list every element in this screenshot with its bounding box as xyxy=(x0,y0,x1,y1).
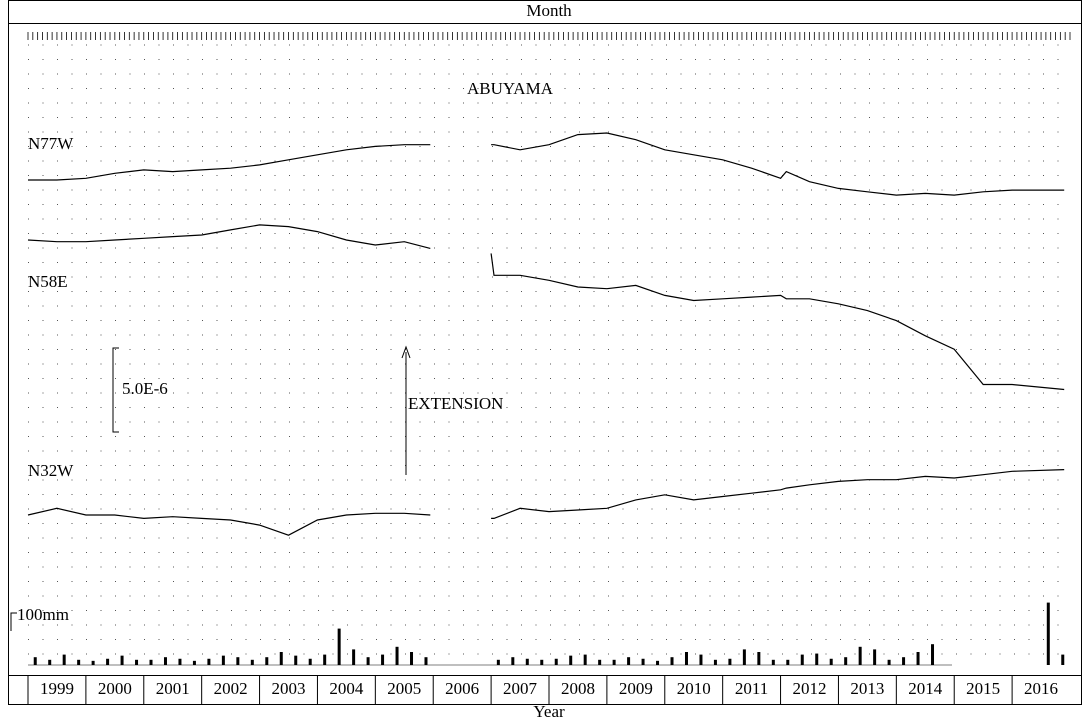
rain-bar xyxy=(728,658,732,665)
rain-bar xyxy=(627,657,631,665)
rain-bar xyxy=(178,658,182,665)
rain-bar xyxy=(48,659,52,665)
x-tick-label: 2016 xyxy=(1024,679,1058,698)
rain-bar xyxy=(424,657,428,665)
chart-title: ABUYAMA xyxy=(467,79,554,98)
rain-bar xyxy=(525,658,529,665)
rain-scale-label: 100mm xyxy=(17,605,69,624)
x-tick-label: 2013 xyxy=(850,679,884,698)
rain-bar xyxy=(323,654,327,665)
x-tick-label: 2006 xyxy=(445,679,479,698)
rain-bar xyxy=(656,660,660,665)
rain-bar xyxy=(106,658,110,665)
rain-bar xyxy=(496,659,500,665)
x-tick-label: 2015 xyxy=(966,679,1000,698)
rain-bar xyxy=(1061,654,1065,665)
rain-bar xyxy=(395,646,399,665)
rain-bar xyxy=(873,649,877,665)
rain-bar xyxy=(844,657,848,665)
annotation: EXTENSION xyxy=(408,394,503,413)
x-tick-label: 2008 xyxy=(561,679,595,698)
x-tick-label: 1999 xyxy=(40,679,74,698)
dot-grid xyxy=(28,40,1070,658)
frame xyxy=(8,0,1082,705)
rain-bar xyxy=(858,646,862,665)
x-tick-label: 2010 xyxy=(677,679,711,698)
scale-bar xyxy=(112,347,119,433)
x-tick-label: 2003 xyxy=(272,679,306,698)
rain-bar xyxy=(786,659,790,665)
rain-bar xyxy=(670,657,674,665)
rain-bar xyxy=(91,660,95,665)
x-tick-label: 2014 xyxy=(908,679,943,698)
rain-bar xyxy=(684,652,688,665)
rain-bar xyxy=(62,654,66,665)
x-tick-label: 2004 xyxy=(329,679,364,698)
rain-bar xyxy=(742,649,746,665)
rain-bar xyxy=(366,657,370,665)
rain-bar xyxy=(540,659,544,665)
strain-line xyxy=(27,469,1065,536)
rain-bar xyxy=(598,659,602,665)
strain-line xyxy=(28,132,1065,196)
x-tick-label: 2002 xyxy=(214,679,248,698)
rain-bar xyxy=(294,655,298,665)
rain-bar xyxy=(163,657,167,665)
rain-bar xyxy=(569,655,573,665)
rain-bar xyxy=(829,658,833,665)
x-label: Year xyxy=(533,702,565,721)
rain-bar xyxy=(713,659,717,665)
rain-bar xyxy=(120,655,124,665)
rain-bar xyxy=(511,657,515,665)
strain-line xyxy=(27,224,1065,391)
x-tick-label: 2001 xyxy=(156,679,190,698)
rain-bar xyxy=(221,655,225,665)
x-tick-label: 2000 xyxy=(98,679,132,698)
rain-bar xyxy=(265,657,269,665)
rain-bar xyxy=(887,659,891,665)
rain-bar xyxy=(757,652,761,665)
rain-bar xyxy=(902,657,906,665)
rain-bar xyxy=(308,658,312,665)
series-label: N77W xyxy=(28,134,74,153)
rain-bar xyxy=(192,660,196,665)
rain-bar xyxy=(337,628,341,665)
rain-bar xyxy=(381,654,385,665)
rain-bar xyxy=(135,659,139,665)
x-tick-label: 2007 xyxy=(503,679,538,698)
x-tick-label: 2005 xyxy=(387,679,421,698)
rain-bar xyxy=(279,652,283,665)
rain-bar xyxy=(583,654,587,665)
rain-bar xyxy=(236,657,240,665)
series-label: N32W xyxy=(28,461,74,480)
x-tick-label: 2009 xyxy=(619,679,653,698)
rain-bar xyxy=(800,654,804,665)
rain-bar xyxy=(33,657,37,665)
rain-bar xyxy=(931,644,935,665)
rain-bar xyxy=(207,658,211,665)
rain-bar xyxy=(149,659,153,665)
rain-bar xyxy=(771,659,775,665)
rain-bar xyxy=(410,652,414,665)
arrow-head xyxy=(401,345,411,359)
rain-bar xyxy=(612,659,616,665)
x-tick-label: 2011 xyxy=(735,679,768,698)
rain-bar xyxy=(77,659,81,665)
x-tick-label: 2012 xyxy=(793,679,827,698)
rain-bar xyxy=(250,659,254,665)
rain-bar xyxy=(916,652,920,665)
rain-bar xyxy=(815,653,819,665)
rain-bar xyxy=(1046,602,1050,665)
top-label: Month xyxy=(526,1,572,20)
series-label: N58E xyxy=(28,272,68,291)
rain-bar xyxy=(641,658,645,665)
rain-scale xyxy=(10,612,17,631)
rain-bar xyxy=(352,649,356,665)
scale-bar-label: 5.0E-6 xyxy=(122,379,168,398)
rain-bar xyxy=(699,654,703,665)
rain-bar xyxy=(554,658,558,665)
